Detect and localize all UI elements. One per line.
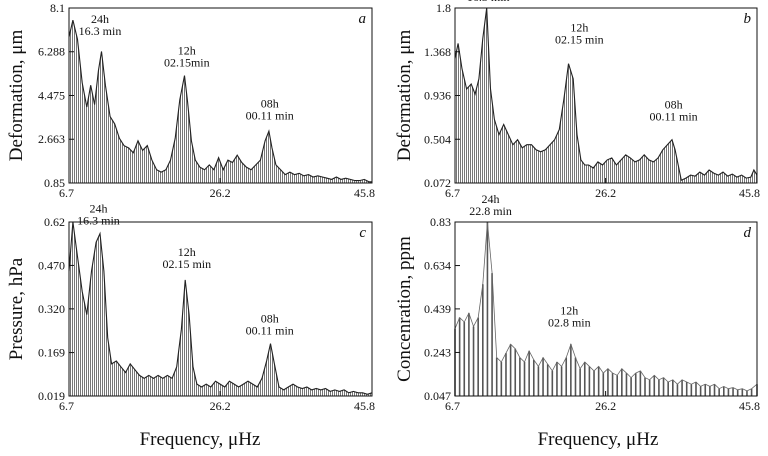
y-tick-label: 0.470 <box>38 258 65 272</box>
panel-label: d <box>744 225 752 241</box>
panel-label: b <box>744 11 752 27</box>
peak-annotation-time: 16.3 min <box>77 214 120 228</box>
y-tick-label: 2.663 <box>38 132 65 146</box>
y-tick-label: 0.439 <box>424 302 451 316</box>
y-tick-label: 0.169 <box>38 346 65 360</box>
x-tick-label: 6.7 <box>59 186 74 200</box>
y-tick-label: 6.288 <box>38 45 65 59</box>
x-tick-label: 45.8 <box>354 186 375 200</box>
peak-annotation-period: 12h <box>560 303 578 317</box>
y-tick-label: 0.320 <box>38 302 65 316</box>
x-axis-label-left: Frequency, μHz <box>140 429 261 450</box>
x-tick-label: 6.7 <box>59 399 74 413</box>
y-tick-label: 1.8 <box>436 1 451 15</box>
y-tick-label: 4.475 <box>38 89 65 103</box>
x-tick-label: 45.8 <box>354 399 375 413</box>
y-tick-label: 0.072 <box>424 176 451 190</box>
panel-label: c <box>359 225 366 241</box>
y-tick-label: 1.368 <box>424 45 451 59</box>
peak-annotation-time: 02.15 min <box>555 33 604 47</box>
series-envelope <box>454 221 758 392</box>
y-tick-label: 0.047 <box>424 389 451 403</box>
peak-annotation-period: 12h <box>178 245 196 259</box>
peak-annotation-time: 02.8 min <box>548 315 591 329</box>
peak-annotation-period: 08h <box>261 97 279 111</box>
x-tick-label: 26.2 <box>595 399 616 413</box>
series-line <box>68 19 372 183</box>
y-tick-label: 0.936 <box>424 89 451 103</box>
y-tick-label: 0.85 <box>44 176 65 190</box>
y-axis-label: Deformation, μm <box>394 30 415 162</box>
y-tick-label: 0.019 <box>38 389 65 403</box>
y-axis-label: Pressure, hPa <box>6 257 27 360</box>
peak-annotation-time: 16.3 min <box>79 24 122 38</box>
y-tick-label: 0.504 <box>424 132 451 146</box>
series-line <box>68 221 373 395</box>
panel-d: 0.047 0.243 0.439 0.634 0.83 6.7 26.2 45.8 Conce… <box>394 192 760 413</box>
panel-label: a <box>359 11 367 27</box>
y-tick-label: 0.62 <box>44 215 65 229</box>
y-tick-label: 0.243 <box>424 345 451 359</box>
panel-b: 0.072 0.504 0.936 1.368 1.8 6.7 26.2 45.8 Deform… <box>394 0 760 200</box>
y-axis-label: Deformation, μm <box>6 30 27 162</box>
series-line <box>454 7 758 181</box>
peak-annotation-time: 22.8 min <box>469 204 512 218</box>
series-area <box>69 20 372 183</box>
x-tick-label: 6.7 <box>445 399 460 413</box>
peak-annotation-period: 24h <box>482 192 500 206</box>
x-tick-label: 26.2 <box>210 399 231 413</box>
peak-annotation-period: 08h <box>665 98 683 112</box>
peak-annotation-time: 00.11 min <box>246 109 294 123</box>
x-tick-label: 45.8 <box>739 399 760 413</box>
x-tick-label: 6.7 <box>445 186 460 200</box>
y-tick-label: 0.634 <box>424 259 451 273</box>
x-axis-label-right: Frequency, μHz <box>538 429 659 450</box>
panel-c: 0.019 0.169 0.320 0.470 0.62 6.7 26.2 45.8 Press… <box>6 202 375 413</box>
peak-annotation-period: 24h <box>89 202 107 216</box>
x-tick-label: 45.8 <box>739 186 760 200</box>
peak-annotation-time: 00.11 min <box>246 324 294 338</box>
y-tick-label: 8.1 <box>50 1 65 15</box>
x-tick-label: 26.2 <box>210 186 231 200</box>
peak-annotation-time: 02.15 min <box>162 257 211 271</box>
peak-annotation-period: 08h <box>261 312 279 326</box>
series-area <box>455 8 757 183</box>
peak-annotation-time: 16.3 min <box>467 0 510 4</box>
series-area <box>69 222 372 396</box>
peak-annotation-period: 12h <box>570 21 588 35</box>
panel-a: 0.85 2.663 4.475 6.288 8.1 6.7 26.2 45.8 Deforma… <box>6 1 375 200</box>
peak-annotation-period: 24h <box>91 12 109 26</box>
y-axis-label: Concenration, ppm <box>394 236 415 382</box>
peak-annotation-time: 00.11 min <box>649 110 697 124</box>
plot-frame <box>454 221 758 397</box>
y-tick-label: 0.83 <box>430 215 451 229</box>
peak-annotation-time: 02.15min <box>164 56 210 70</box>
peak-annotation-period: 12h <box>178 44 196 58</box>
x-tick-label: 26.2 <box>595 186 616 200</box>
